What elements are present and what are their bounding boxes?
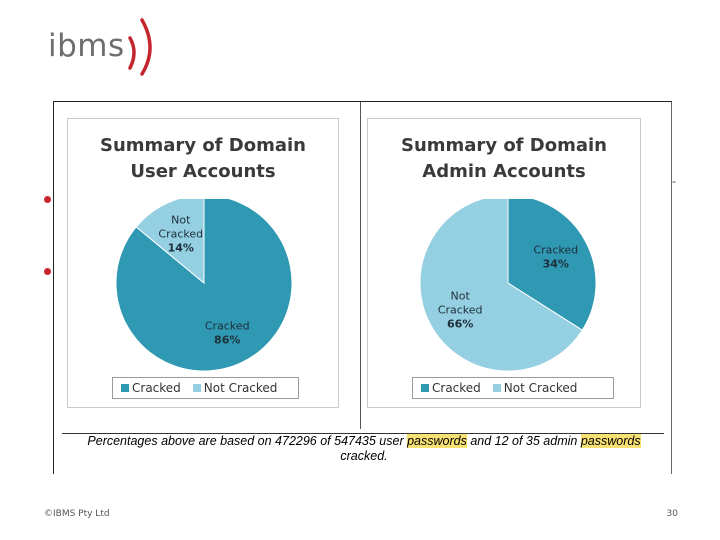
chart-title: Summary of Domain Admin Accounts — [368, 133, 640, 185]
legend-swatch — [121, 384, 129, 392]
pie-slice-label: Not Cracked 66% — [438, 289, 483, 330]
legend-entry-cracked: Cracked — [421, 381, 481, 395]
panel-divider — [360, 102, 361, 429]
legend-label: Not Cracked — [203, 381, 278, 395]
chart-legend: Cracked Not Cracked — [412, 377, 614, 399]
pie-slice-label: Cracked 34% — [533, 244, 578, 271]
chart-title-line: User Accounts — [130, 161, 276, 182]
legend-entry-not-cracked: Not Cracked — [192, 381, 278, 395]
logo-text: ibms — [48, 28, 125, 64]
caption-highlight: passwords — [407, 434, 467, 448]
admin-accounts-pie: Cracked 34% Not Cracked 66% — [419, 199, 597, 372]
pie-slice-cracked — [507, 199, 597, 331]
legend-label: Not Cracked — [503, 381, 578, 395]
caption-text: and 12 of 35 admin — [466, 434, 581, 448]
legend-swatch — [192, 384, 201, 392]
user-accounts-pie: Cracked 86% Not Cracked 14% — [115, 199, 293, 372]
slide-bullet — [44, 268, 51, 275]
page-number: 30 — [666, 509, 678, 519]
admin-accounts-chart-panel: Summary of Domain Admin Accounts Cracked… — [367, 118, 641, 408]
slide-bullet — [44, 196, 51, 203]
caption-rule — [62, 433, 664, 434]
legend-label: Cracked — [432, 381, 481, 395]
chart-caption: Percentages above are based on 472296 of… — [64, 434, 664, 464]
logo-arcs-icon — [128, 18, 152, 76]
chart-title-line: Admin Accounts — [422, 161, 586, 182]
legend-label: Cracked — [132, 381, 181, 395]
footer-copyright: ©IBMS Pty Ltd — [44, 509, 110, 519]
chart-title-line: Summary of Domain — [401, 135, 607, 156]
slide-dash: - — [672, 174, 676, 188]
pie-slice-cracked — [115, 199, 293, 372]
pie-slice-label: Not Cracked 14% — [158, 214, 203, 255]
chart-legend: Cracked Not Cracked — [112, 377, 299, 399]
pie-slice-not-cracked — [419, 199, 583, 372]
pie-slice-not-cracked — [135, 199, 205, 285]
caption-highlight: passwords — [580, 434, 641, 448]
legend-swatch — [421, 384, 429, 392]
user-accounts-chart-panel: Summary of Domain User Accounts Cracked 8… — [67, 118, 339, 408]
legend-entry-not-cracked: Not Cracked — [492, 381, 578, 395]
chart-figure: Summary of Domain User Accounts Cracked 8… — [53, 101, 672, 474]
legend-entry-cracked: Cracked — [121, 381, 181, 395]
chart-title: Summary of Domain User Accounts — [68, 133, 338, 185]
pie-slice-label: Cracked 86% — [205, 319, 250, 346]
chart-title-line: Summary of Domain — [100, 135, 306, 156]
legend-swatch — [492, 384, 501, 392]
caption-text: cracked. — [340, 449, 388, 463]
caption-text: Percentages above are based on 472296 of… — [87, 434, 408, 448]
